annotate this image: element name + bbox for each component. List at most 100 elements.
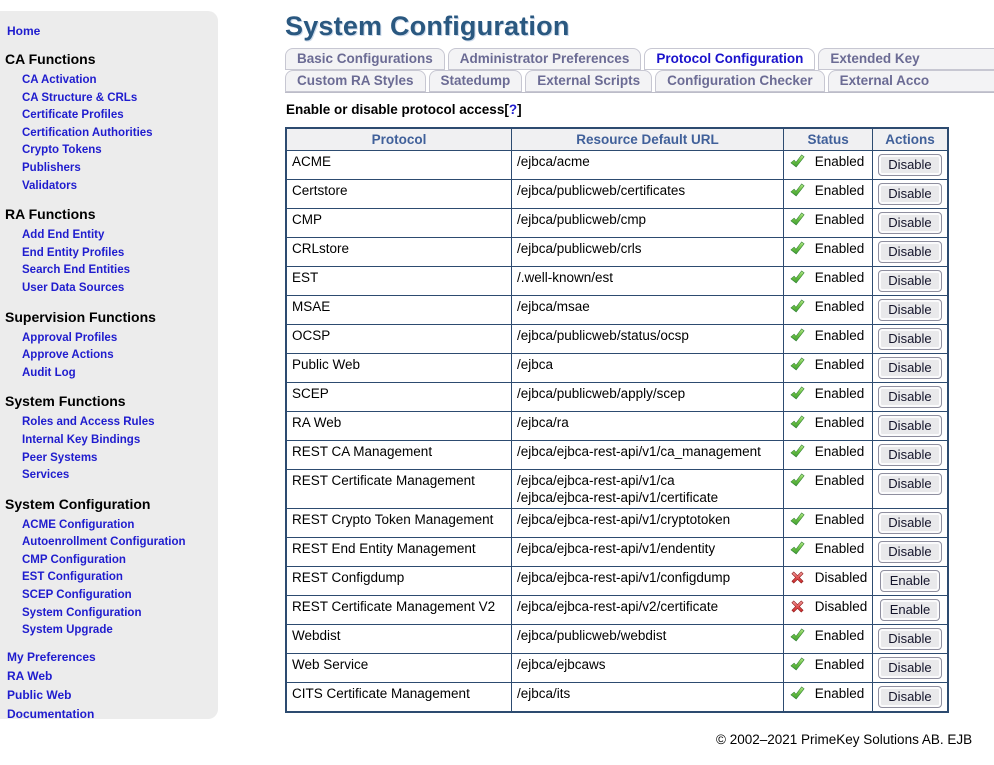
action-cell: Disable: [872, 382, 949, 412]
protocol-name-cell: Web Service: [285, 653, 512, 683]
sidebar-item-internal-key-bindings[interactable]: Internal Key Bindings: [22, 433, 141, 446]
protocol-name-cell: EST: [285, 266, 512, 296]
sidebar-item-approve-actions[interactable]: Approve Actions: [22, 349, 114, 362]
status-label: Enabled: [814, 270, 865, 285]
protocol-name-cell: SCEP: [285, 382, 512, 412]
resource-url-cell: /ejbca: [511, 353, 784, 383]
tab-extended-key[interactable]: Extended Key: [818, 48, 994, 70]
sidebar-item-ca-functions[interactable]: CA Functions: [5, 51, 96, 67]
table-row-rest-configdump: REST Configdump /ejbca/ejbca-rest-api/v1…: [285, 566, 949, 596]
sidebar-item-ra-web[interactable]: RA Web: [7, 668, 53, 683]
sidebar-item-approval-profiles[interactable]: Approval Profiles: [22, 331, 118, 344]
enable-button[interactable]: Enable: [879, 599, 941, 621]
sidebar-item-documentation[interactable]: Documentation: [7, 706, 95, 721]
sidebar-item-user-data-sources[interactable]: User Data Sources: [22, 281, 125, 294]
sidebar-item-my-preferences[interactable]: My Preferences: [7, 649, 96, 664]
disable-button[interactable]: Disable: [878, 386, 942, 408]
sidebar-item-end-entity-profiles[interactable]: End Entity Profiles: [22, 246, 125, 259]
enable-button[interactable]: Enable: [879, 570, 941, 592]
tab-external-acco[interactable]: External Acco: [827, 70, 994, 92]
help-bracket-open: [: [504, 102, 509, 117]
status-label: Disabled: [814, 570, 868, 585]
protocol-name-cell: CITS Certificate Management: [285, 682, 512, 713]
sidebar-item-scep-configuration[interactable]: SCEP Configuration: [22, 589, 132, 602]
protocol-name-cell: MSAE: [285, 295, 512, 325]
sidebar-item-crypto-tokens[interactable]: Crypto Tokens: [22, 144, 102, 157]
sidebar-item-system-functions[interactable]: System Functions: [5, 393, 126, 410]
tab-administrator-preferences[interactable]: Administrator Preferences: [447, 48, 642, 70]
disable-button[interactable]: Disable: [878, 415, 942, 437]
disable-button[interactable]: Disable: [878, 473, 942, 495]
sidebar-item-audit-log[interactable]: Audit Log: [22, 366, 76, 379]
sidebar-item-public-web[interactable]: Public Web: [7, 687, 72, 702]
disable-button[interactable]: Disable: [878, 270, 942, 292]
disable-button[interactable]: Disable: [878, 686, 942, 708]
tab-external-scripts[interactable]: External Scripts: [525, 70, 653, 92]
sidebar-item-supervision-functions[interactable]: Supervision Functions: [5, 308, 156, 325]
disable-button[interactable]: Disable: [878, 628, 942, 650]
status-cell: Enabled: [782, 382, 874, 412]
status-label: Enabled: [814, 686, 865, 701]
disable-button[interactable]: Disable: [878, 444, 942, 466]
tab-custom-ra-styles[interactable]: Custom RA Styles: [285, 70, 426, 92]
disable-button[interactable]: Disable: [878, 657, 942, 679]
disable-button[interactable]: Disable: [878, 154, 942, 176]
status-label: Enabled: [814, 154, 865, 169]
sidebar-item-certification-authorities[interactable]: Certification Authorities: [22, 126, 153, 139]
red-cross-icon: [791, 571, 804, 584]
action-cell: Disable: [872, 411, 949, 441]
sidebar-item-peer-systems[interactable]: Peer Systems: [22, 451, 98, 464]
disable-button[interactable]: Disable: [878, 357, 942, 379]
sidebar-item-search-end-entities[interactable]: Search End Entities: [22, 264, 131, 277]
tab-basic-configurations[interactable]: Basic Configurations: [285, 48, 445, 70]
sidebar-item-autoenrollment-configuration[interactable]: Autoenrollment Configuration: [22, 536, 186, 549]
status-label: Enabled: [814, 473, 865, 488]
sidebar-item-est-configuration[interactable]: EST Configuration: [22, 571, 123, 584]
protocol-name-cell: REST Configdump: [285, 566, 512, 596]
disable-button[interactable]: Disable: [878, 541, 942, 563]
sidebar-item-publishers[interactable]: Publishers: [22, 161, 81, 174]
sidebar-item-services[interactable]: Services: [22, 469, 70, 482]
sidebar-item-roles-and-access-rules[interactable]: Roles and Access Rules: [22, 416, 155, 429]
tab-protocol-configuration[interactable]: Protocol Configuration: [644, 48, 816, 70]
disable-button[interactable]: Disable: [878, 241, 942, 263]
status-cell: Enabled: [782, 324, 874, 354]
sidebar-item-system-upgrade[interactable]: System Upgrade: [22, 624, 113, 637]
sidebar-item-ra-functions[interactable]: RA Functions: [5, 206, 96, 223]
disable-button[interactable]: Disable: [878, 183, 942, 205]
tab-statedump[interactable]: Statedump: [428, 70, 523, 92]
sidebar-item-ca-structure-crls[interactable]: CA Structure & CRLs: [22, 91, 138, 104]
status-cell: Enabled: [782, 150, 874, 180]
sidebar-item-add-end-entity[interactable]: Add End Entity: [22, 229, 105, 242]
sidebar-item-acme-configuration[interactable]: ACME Configuration: [22, 518, 135, 531]
resource-url-cell: /ejbca/msae: [511, 295, 784, 325]
table-row-rest-certificate-management: REST Certificate Management /ejbca/ejbca…: [285, 469, 949, 509]
action-cell: Disable: [872, 237, 949, 267]
question-mark-link[interactable]: ?: [508, 102, 518, 117]
sidebar-item-system-configuration[interactable]: System Configuration: [5, 495, 151, 512]
status-label: Enabled: [814, 386, 865, 401]
table-row-rest-end-entity-management: REST End Entity Management /ejbca/ejbca-…: [285, 537, 949, 567]
sidebar-item-validators[interactable]: Validators: [22, 179, 77, 192]
status-label: Enabled: [814, 299, 865, 314]
disable-button[interactable]: Disable: [878, 212, 942, 234]
action-cell: Enable: [872, 595, 949, 625]
disable-button[interactable]: Disable: [878, 512, 942, 534]
sidebar-item-ca-activation[interactable]: CA Activation: [22, 74, 97, 86]
tab-bar: Basic Configurations Administrator Prefer…: [285, 48, 994, 93]
sidebar-item-certificate-profiles[interactable]: Certificate Profiles: [22, 109, 124, 122]
table-header-row: Protocol Resource Default URL Status Act…: [285, 127, 949, 151]
sidebar-item-home[interactable]: Home: [7, 24, 41, 38]
disable-button[interactable]: Disable: [878, 299, 942, 321]
protocol-name-cell: Webdist: [285, 624, 512, 654]
sidebar-item-cmp-configuration[interactable]: CMP Configuration: [22, 553, 126, 566]
green-check-icon: [790, 270, 805, 284]
status-cell: Enabled: [782, 266, 874, 296]
action-cell: Disable: [872, 179, 949, 209]
disable-button[interactable]: Disable: [878, 328, 942, 350]
status-cell: Enabled: [782, 653, 874, 683]
tab-configuration-checker[interactable]: Configuration Checker: [655, 70, 825, 92]
sidebar-item-system-configuration[interactable]: System Configuration: [22, 606, 142, 619]
protocol-name-cell: REST CA Management: [285, 440, 512, 470]
protocol-name-cell: REST End Entity Management: [285, 537, 512, 567]
